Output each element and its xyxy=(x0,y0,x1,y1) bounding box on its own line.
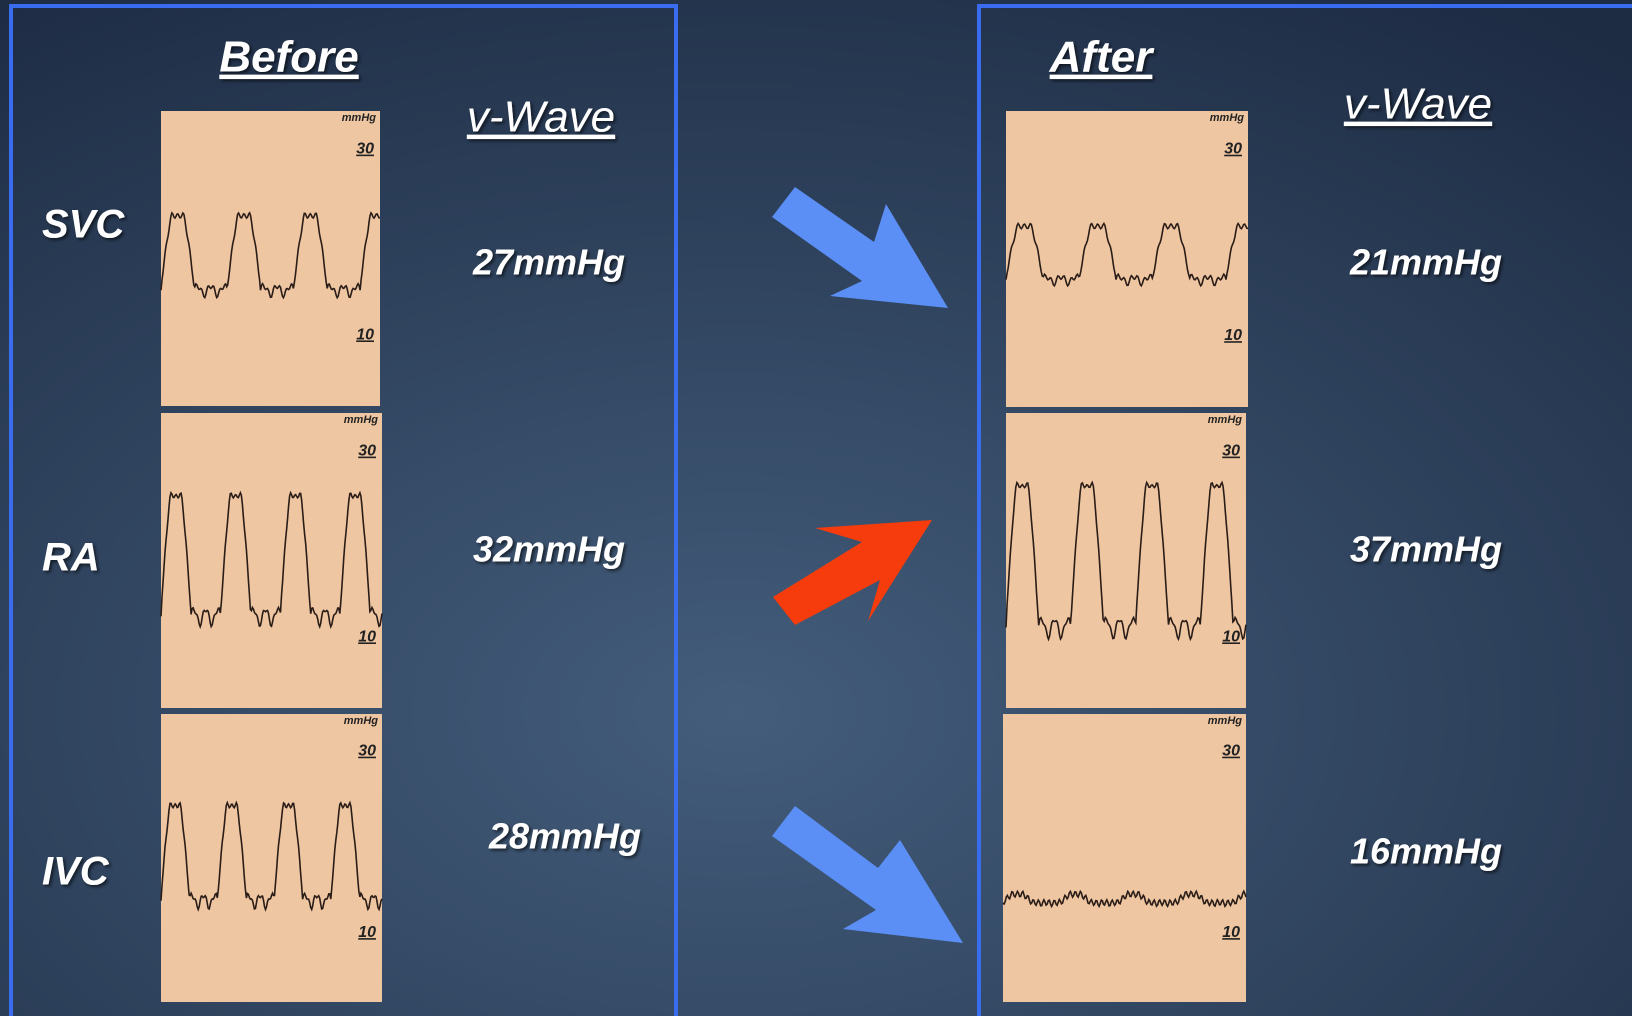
v-wave-value: 21mmHg xyxy=(1349,242,1502,283)
trace-low: 10 xyxy=(1222,924,1240,941)
v-wave-value: 32mmHg xyxy=(473,529,625,570)
trace-high: 30 xyxy=(1222,443,1240,460)
trace-paper xyxy=(1003,714,1246,1002)
v-wave-value: 27mmHg xyxy=(472,242,625,283)
trace-unit: mmHg xyxy=(1208,414,1243,426)
v-wave-value: 28mmHg xyxy=(488,816,641,857)
slide: Before v-Wave SVC 27mmHg mmHg 30 10 RA 32mmHg mmH… xyxy=(0,0,1632,1016)
trace-paper xyxy=(161,714,382,1002)
trace-unit: mmHg xyxy=(1210,112,1245,124)
trace-low: 10 xyxy=(358,628,376,645)
trace-low: 10 xyxy=(1224,327,1242,344)
trace-high: 30 xyxy=(356,141,374,158)
v-wave-value: 16mmHg xyxy=(1350,831,1502,872)
column-header: v-Wave xyxy=(467,93,615,142)
row-label: RA xyxy=(42,536,100,580)
trace-high: 30 xyxy=(1224,141,1242,158)
trace-unit: mmHg xyxy=(342,112,377,124)
trace-low: 10 xyxy=(356,326,374,343)
trace-unit: mmHg xyxy=(344,715,379,727)
panel-title: After xyxy=(1049,33,1156,82)
column-header: v-Wave xyxy=(1344,80,1492,129)
v-wave-value: 37mmHg xyxy=(1350,529,1502,570)
pressure-trace: mmHg 30 10 xyxy=(1006,111,1248,407)
panel-title: Before xyxy=(219,33,358,82)
trace-unit: mmHg xyxy=(1208,715,1243,727)
trace-paper xyxy=(161,111,380,406)
pressure-trace: mmHg 30 10 xyxy=(1006,413,1246,708)
trace-paper xyxy=(161,413,382,708)
trace-high: 30 xyxy=(358,743,376,760)
trace-paper xyxy=(1006,111,1248,407)
pressure-trace: mmHg 30 10 xyxy=(1003,714,1246,1002)
pressure-trace: mmHg 30 10 xyxy=(161,413,382,708)
pressure-trace: mmHg 30 10 xyxy=(161,714,382,1002)
trace-high: 30 xyxy=(1222,743,1240,760)
trace-low: 10 xyxy=(1222,628,1240,645)
trace-paper xyxy=(1006,413,1246,708)
page: Before v-Wave SVC 27mmHg mmHg 30 10 RA 32mmHg mmH… xyxy=(0,0,1632,1016)
trace-low: 10 xyxy=(358,924,376,941)
trace-high: 30 xyxy=(358,443,376,460)
trace-unit: mmHg xyxy=(344,414,379,426)
row-label: SVC xyxy=(42,203,125,247)
row-label: IVC xyxy=(42,850,110,894)
pressure-trace: mmHg 30 10 xyxy=(161,111,380,406)
